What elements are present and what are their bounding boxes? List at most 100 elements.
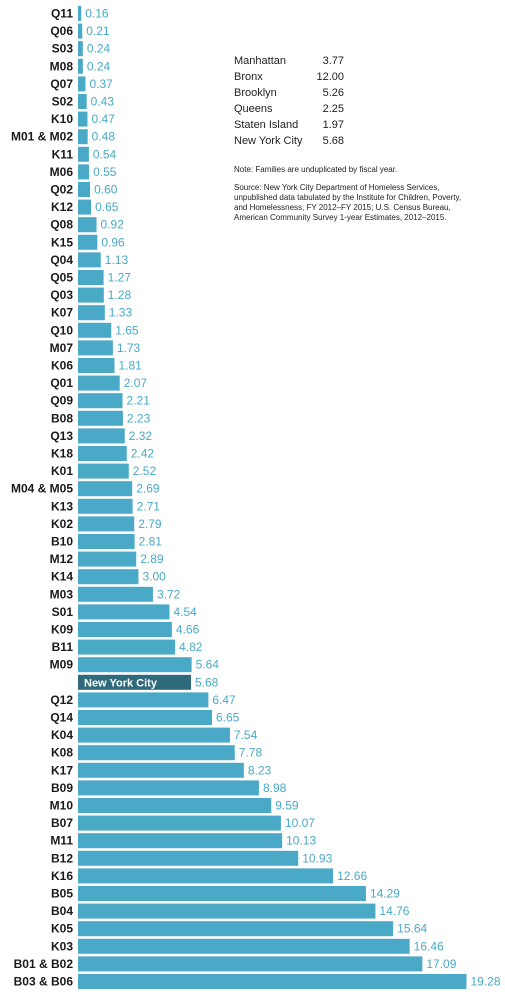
bar	[78, 798, 272, 813]
value-label: 1.65	[115, 323, 139, 337]
borough-value: 5.68	[322, 135, 344, 147]
borough-row: New York City 5.68	[234, 133, 344, 149]
value-label: 5.64	[196, 658, 220, 672]
category-label: K17	[51, 763, 73, 777]
category-label: S03	[52, 42, 74, 56]
value-label: 2.71	[137, 499, 161, 513]
bar	[78, 463, 129, 479]
value-label: 0.60	[94, 183, 118, 197]
value-label: 0.48	[92, 130, 116, 144]
value-label: 2.21	[127, 394, 151, 408]
category-label: New York City	[84, 677, 158, 689]
value-label: 2.23	[127, 411, 151, 425]
value-label: 2.81	[139, 535, 163, 549]
value-label: 2.42	[131, 447, 155, 461]
bar	[78, 762, 244, 778]
value-label: 8.23	[248, 763, 272, 777]
bar	[78, 375, 120, 391]
category-label: K18	[51, 447, 73, 461]
category-label: B10	[51, 535, 73, 549]
borough-name: Manhattan	[234, 55, 286, 67]
value-label: 0.21	[86, 24, 110, 38]
category-label: Q06	[50, 24, 73, 38]
category-label: Q10	[50, 323, 73, 337]
bar	[78, 76, 86, 92]
bar	[78, 58, 83, 74]
borough-value: 2.25	[322, 103, 344, 115]
bar	[78, 534, 135, 549]
bar	[78, 340, 113, 356]
category-label: B05	[51, 887, 73, 901]
value-label: 3.00	[142, 570, 166, 584]
category-label: M07	[50, 341, 74, 355]
bar	[78, 234, 98, 250]
bar	[78, 639, 176, 655]
bar	[78, 745, 235, 761]
category-label: K08	[51, 746, 73, 760]
category-label: M12	[50, 552, 74, 566]
bar	[78, 164, 90, 180]
bar	[78, 111, 88, 127]
value-label: 0.16	[85, 7, 109, 21]
bar	[78, 938, 410, 954]
bar	[78, 868, 334, 884]
borough-name: Bronx	[234, 71, 263, 83]
value-label: 0.54	[93, 147, 117, 161]
borough-name: Queens	[234, 103, 273, 115]
bar	[78, 903, 376, 919]
category-label: M09	[50, 658, 74, 672]
category-label: M04 & M05	[11, 482, 73, 496]
bar-new-york-city	[78, 674, 191, 690]
category-label: B11	[52, 640, 74, 654]
category-label: B01 & B02	[14, 957, 74, 971]
bar	[78, 921, 394, 937]
bar	[78, 956, 423, 972]
bar	[78, 146, 89, 162]
bar	[78, 410, 123, 426]
value-label: 0.37	[89, 77, 113, 91]
category-label: K04	[51, 728, 73, 742]
bar	[78, 94, 87, 109]
borough-name: Brooklyn	[234, 87, 277, 99]
bar	[78, 217, 97, 233]
value-label: 2.69	[136, 482, 160, 496]
value-label: 0.43	[91, 95, 115, 109]
category-label: K16	[51, 869, 73, 883]
value-label: 15.64	[397, 922, 427, 936]
category-label: B09	[51, 781, 73, 795]
category-label: K10	[51, 112, 73, 126]
category-label: B03 & B06	[14, 975, 74, 989]
value-label: 1.27	[108, 271, 132, 285]
category-label: Q05	[50, 271, 73, 285]
bar	[78, 569, 139, 585]
category-label: K02	[51, 517, 73, 531]
category-label: K12	[51, 200, 73, 214]
value-label: 19.28	[470, 975, 500, 989]
borough-row: Bronx 12.00	[234, 69, 344, 85]
bar	[78, 252, 101, 268]
bar	[78, 974, 467, 989]
value-label: 10.93	[302, 851, 332, 865]
value-label: 0.92	[101, 218, 125, 232]
bar	[78, 815, 281, 831]
borough-row: Manhattan 3.77	[234, 53, 344, 69]
bar	[78, 886, 366, 901]
value-label: 2.89	[140, 552, 164, 566]
value-label: 0.47	[91, 112, 115, 126]
bar	[78, 850, 299, 866]
bar	[78, 516, 135, 532]
borough-name: Staten Island	[234, 119, 299, 131]
category-label: K14	[51, 570, 73, 584]
category-label: K15	[51, 235, 73, 249]
category-label: K07	[51, 306, 73, 320]
category-label: K03	[51, 939, 73, 953]
borough-value: 1.97	[322, 119, 344, 131]
bar	[78, 446, 127, 461]
value-label: 17.09	[426, 957, 456, 971]
bar	[78, 6, 82, 21]
borough-row: Brooklyn 5.26	[234, 85, 344, 101]
category-label: Q12	[50, 693, 73, 707]
bar	[78, 710, 212, 725]
value-label: 1.28	[108, 288, 132, 302]
